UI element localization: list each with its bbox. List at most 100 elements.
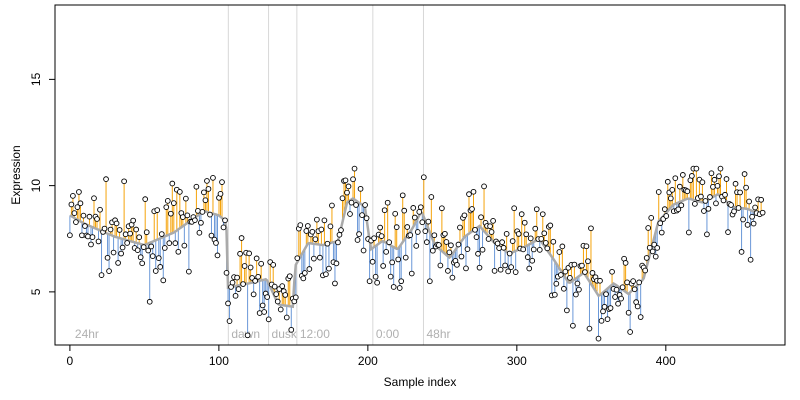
data-point-169 xyxy=(321,217,328,224)
data-point-181 xyxy=(339,195,346,202)
data-point-55 xyxy=(149,253,156,259)
data-point-173 xyxy=(327,223,334,230)
data-point-389 xyxy=(652,253,659,260)
data-point-239 xyxy=(426,278,433,285)
data-point-317 xyxy=(544,245,551,252)
data-point-436 xyxy=(723,176,730,182)
data-point-444 xyxy=(735,205,742,211)
data-point-6 xyxy=(76,189,82,195)
data-point-270 xyxy=(473,234,480,240)
data-point-252 xyxy=(446,249,453,256)
data-point-201 xyxy=(369,258,376,265)
data-point-254 xyxy=(449,274,456,281)
data-point-249 xyxy=(442,230,448,237)
data-point-399 xyxy=(667,195,674,202)
data-point-136 xyxy=(271,283,278,290)
data-point-273 xyxy=(478,214,484,221)
data-point-62 xyxy=(160,277,167,284)
data-point-10 xyxy=(82,223,88,229)
data-point-113 xyxy=(237,250,243,257)
data-point-421 xyxy=(701,208,707,214)
data-point-439 xyxy=(728,202,734,208)
data-point-150 xyxy=(292,294,299,301)
data-point-314 xyxy=(539,211,546,218)
data-point-357 xyxy=(604,316,611,323)
data-point-69 xyxy=(170,200,177,206)
data-point-167 xyxy=(318,226,325,233)
data-point-94 xyxy=(208,232,215,239)
data-point-122 xyxy=(250,291,257,298)
data-point-370 xyxy=(624,279,630,286)
data-point-120 xyxy=(247,264,254,271)
data-point-375 xyxy=(631,286,638,293)
data-point-316 xyxy=(542,240,549,246)
data-point-163 xyxy=(312,236,319,243)
data-point-2 xyxy=(70,193,76,199)
data-point-434 xyxy=(720,197,727,204)
data-point-206 xyxy=(377,224,383,231)
data-point-383 xyxy=(643,255,650,261)
data-point-428 xyxy=(711,176,718,183)
data-point-151 xyxy=(294,255,301,262)
data-point-158 xyxy=(304,223,311,229)
data-point-328 xyxy=(561,285,567,292)
data-point-441 xyxy=(731,208,737,215)
data-point-155 xyxy=(300,275,307,282)
data-point-295 xyxy=(511,205,518,212)
data-point-452 xyxy=(747,256,754,263)
data-point-292 xyxy=(506,250,513,257)
data-point-208 xyxy=(380,263,386,269)
data-point-177 xyxy=(333,260,340,267)
data-point-437 xyxy=(725,229,731,235)
data-point-137 xyxy=(273,291,280,297)
data-point-386 xyxy=(648,214,655,221)
data-point-179 xyxy=(336,231,343,238)
data-point-54 xyxy=(148,243,155,250)
data-point-303 xyxy=(523,231,530,238)
data-point-211 xyxy=(384,199,391,206)
data-point-269 xyxy=(472,226,478,233)
data-point-233 xyxy=(417,204,424,211)
data-point-14 xyxy=(88,241,94,248)
data-point-15 xyxy=(89,234,96,240)
data-point-454 xyxy=(750,220,757,227)
data-point-141 xyxy=(279,283,286,289)
data-point-321 xyxy=(550,238,557,245)
data-point-95 xyxy=(210,175,216,181)
data-point-92 xyxy=(205,186,212,192)
x-tick-label-200: 200 xyxy=(358,354,378,368)
data-point-424 xyxy=(705,205,712,212)
data-point-191 xyxy=(354,237,361,243)
region-label-0: 24hr xyxy=(75,327,99,341)
data-point-223 xyxy=(402,254,409,261)
data-point-34 xyxy=(118,250,124,257)
data-point-275 xyxy=(481,183,487,190)
data-point-446 xyxy=(738,249,745,255)
data-point-258 xyxy=(455,241,462,248)
data-point-199 xyxy=(366,278,373,285)
data-point-345 xyxy=(586,325,593,332)
data-point-126 xyxy=(256,310,263,316)
data-point-390 xyxy=(654,245,661,251)
data-point-422 xyxy=(702,198,709,204)
data-point-116 xyxy=(241,263,248,269)
plot-frame xyxy=(54,4,786,346)
data-point-327 xyxy=(559,243,566,250)
data-point-310 xyxy=(533,206,540,213)
data-point-431 xyxy=(716,173,722,180)
data-point-195 xyxy=(360,247,367,254)
data-point-395 xyxy=(661,206,668,213)
data-point-65 xyxy=(164,198,171,204)
data-point-105 xyxy=(225,300,231,307)
data-point-442 xyxy=(732,180,739,187)
data-point-0 xyxy=(67,232,73,239)
data-point-416 xyxy=(693,165,700,172)
data-point-405 xyxy=(676,183,683,190)
data-point-45 xyxy=(134,247,141,254)
data-point-83 xyxy=(192,217,198,224)
data-point-432 xyxy=(717,165,724,172)
fit-polyline xyxy=(69,193,764,309)
data-point-354 xyxy=(600,308,606,315)
data-point-89 xyxy=(201,189,207,196)
data-point-268 xyxy=(470,188,477,195)
